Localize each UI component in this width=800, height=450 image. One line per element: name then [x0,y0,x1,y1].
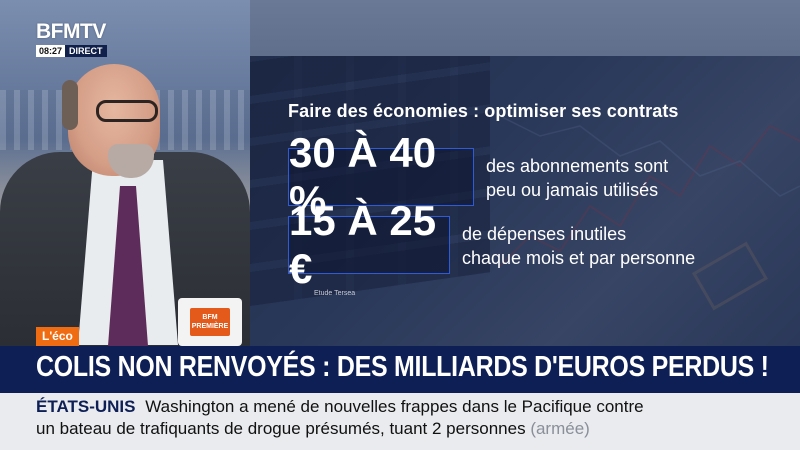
stat-value-expenses: 15 À 25 € [288,197,450,292]
channel-logo-block: BFMTV 08:27 DIRECT [36,20,107,57]
ticker-line-2: un bateau de trafiquants de drogue présu… [36,419,590,439]
ticker-text: Washington a mené de nouvelles frappes d… [145,397,644,416]
news-ticker: ÉTATS-UNIS Washington a mené de nouvelle… [0,393,800,450]
graphic-title: Faire des économies : optimiser ses cont… [288,101,679,121]
presenter-hair [62,80,78,130]
headline: COLIS NON RENVOYÉS : DES MILLIARDS D'EUR… [36,351,769,383]
presenter-glasses [96,100,158,122]
stat-description-line: des abonnements sont [486,156,669,176]
headline-bar: COLIS NON RENVOYÉS : DES MILLIARDS D'EUR… [0,346,800,393]
time-row: 08:27 DIRECT [36,45,107,57]
live-badge: DIRECT [65,45,107,57]
clock: 08:27 [36,45,66,57]
ticker-line-1: ÉTATS-UNIS Washington a mené de nouvelle… [36,397,644,417]
ticker-text: un bateau de trafiquants de drogue présu… [36,419,526,438]
graphic-overlay [250,56,800,346]
rubric-tag: L'éco [36,327,79,346]
presenter: BFM PREMIÈRE [0,60,250,347]
channel-logo: BFMTV [36,20,106,43]
ticker-country: ÉTATS-UNIS [36,397,136,416]
stat-description-expenses: de dépenses inutiles chaque mois et par … [462,222,695,270]
mug-logo: BFM PREMIÈRE [190,308,230,336]
stat-description-line: chaque mois et par personne [462,248,696,268]
stat-description-line: de dépenses inutiles [462,224,627,244]
stat-value-subscriptions: 30 À 40 % [288,129,474,224]
infographic-panel: Faire des économies : optimiser ses cont… [250,56,800,346]
graphic-source: Etude Tersea [314,290,356,297]
presenter-beard [108,144,154,178]
stat-description-subscriptions: des abonnements sont peu ou jamais utili… [486,154,668,202]
ticker-source: (armée) [530,419,590,438]
stat-description-line: peu ou jamais utilisés [486,180,659,200]
